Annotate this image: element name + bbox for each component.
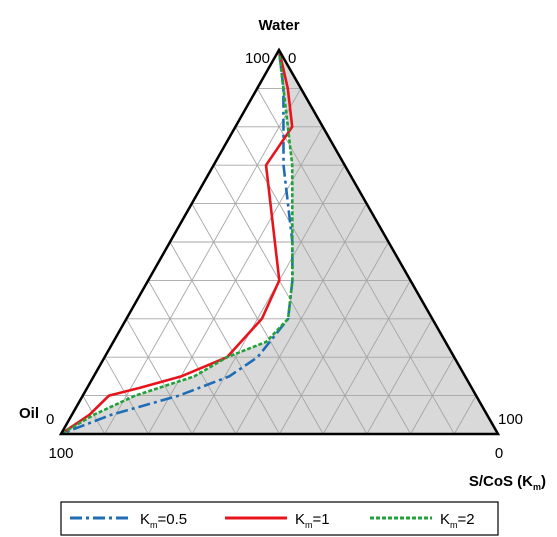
legend-label-1: Km=0.5: [140, 511, 187, 530]
grid-line-oil-50: [169, 241, 280, 435]
grid-line-scos-10: [104, 88, 302, 435]
shaded-area: [61, 50, 498, 434]
tick-label-water-100: 100: [245, 50, 270, 67]
grid-line-oil-70: [126, 318, 193, 435]
triangle-outline: [58, 47, 501, 436]
tick-label-scos-0: 0: [495, 445, 503, 462]
grid-line-scos-30: [191, 164, 346, 435]
vertex-label-scos: S/CoS (Km): [469, 473, 546, 492]
grid-line-scos-80: [410, 356, 455, 435]
tick-label-oil-0: 0: [46, 411, 54, 428]
series-lines: [60, 49, 294, 436]
legend-label-3: Km=2: [440, 511, 475, 530]
ternary-grid: [82, 87, 477, 435]
tick-label-oil-100: 100: [48, 445, 73, 462]
grid-line-scos-50: [279, 241, 389, 435]
legend-label-2: Km=1: [295, 511, 330, 530]
grid-line-oil-60: [147, 280, 237, 435]
legend: Km=0.5 Km=1 Km=2: [60, 501, 499, 536]
grid-line-scos-70: [366, 318, 433, 435]
vertex-label-water: Water: [258, 17, 299, 34]
tick-label-scos-100: 100: [498, 411, 523, 428]
series-line-3: [60, 49, 294, 436]
grid-line-oil-30: [213, 164, 368, 435]
vertex-label-oil: Oil: [19, 405, 39, 422]
grid-line-scos-60: [322, 280, 411, 435]
one-phase-region: [61, 50, 498, 434]
series-line-2: [60, 49, 294, 436]
grid-line-oil-80: [104, 356, 149, 435]
tick-label-water-0: 0: [288, 50, 296, 67]
grid-line-scos-90: [453, 395, 477, 435]
